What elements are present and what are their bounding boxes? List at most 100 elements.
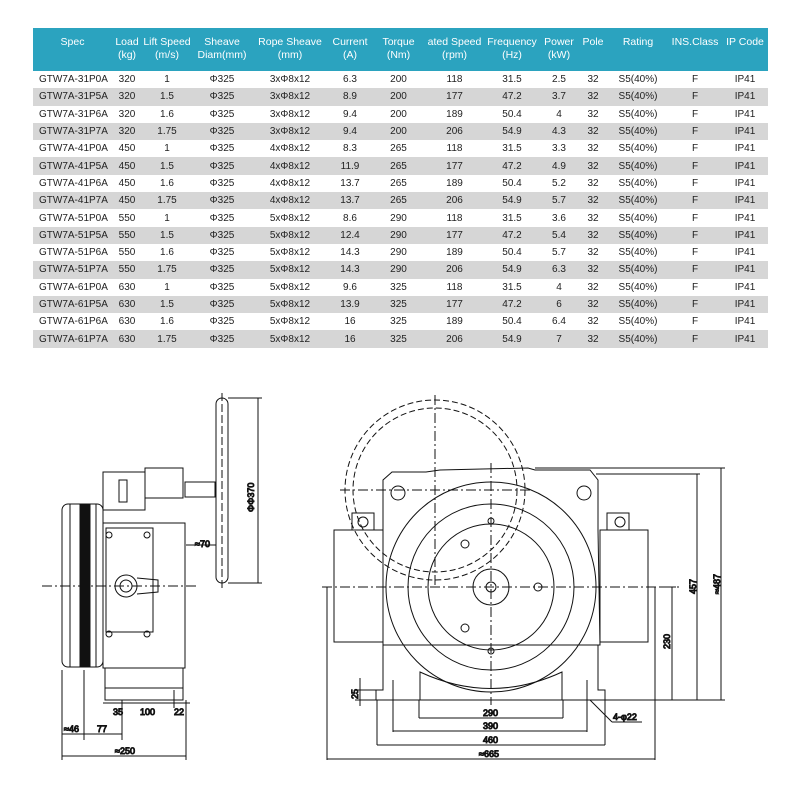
table-cell: 189	[446, 177, 463, 189]
table-cell: 320	[118, 74, 136, 86]
table-cell: 54.9	[502, 195, 522, 207]
table-cell: 1.75	[157, 126, 177, 138]
table-cell: GTW7A-61P7A	[39, 333, 108, 345]
column-header-unit: (m/s)	[155, 49, 179, 61]
column-header: IP Code	[722, 28, 768, 71]
column-header-label: Torque	[382, 36, 415, 48]
table-cell: 6.3	[343, 74, 357, 86]
side-dim-22: 22	[174, 707, 184, 717]
column-header-label: Rope Sheave	[258, 36, 322, 48]
table-cell: 1.75	[157, 333, 177, 345]
table-cell: 5xΦ8x12	[269, 229, 311, 241]
table-cell: 32	[587, 195, 599, 207]
table-cell: 13.7	[340, 177, 360, 189]
table-cell: 200	[390, 108, 407, 120]
table-cell: 320	[118, 108, 136, 120]
table-cell: GTW7A-61P6A	[39, 316, 108, 328]
side-dim-35: 35	[113, 707, 123, 717]
table-cell: Φ325	[209, 177, 235, 189]
column-header: INS.Class	[668, 28, 722, 71]
table-cell: 3.7	[552, 91, 566, 103]
table-cell: 265	[390, 160, 407, 172]
table-cell: Φ325	[209, 74, 235, 86]
table-row: GTW7A-31P0A 320 1 Φ325 3xΦ8x12 6.3 200 118 31.5 2…	[33, 71, 768, 88]
table-cell: 54.9	[502, 126, 522, 138]
side-dim-46: ≈46	[64, 724, 79, 734]
column-header-label: IP Code	[726, 36, 764, 48]
column-header-unit: (Hz)	[502, 49, 522, 61]
table-row: GTW7A-61P6A 630 1.6 Φ325 5xΦ8x12 16 325 189 50.4…	[33, 313, 768, 330]
table-cell: 206	[446, 333, 463, 345]
column-header-unit: (A)	[343, 49, 357, 61]
table-cell: 5.4	[552, 229, 566, 241]
table-cell: 32	[587, 212, 599, 224]
table-cell: F	[691, 195, 699, 207]
table-cell: 9.4	[343, 108, 357, 120]
column-header-unit: Diam(mm)	[197, 49, 247, 61]
table-row: GTW7A-61P7A 630 1.75 Φ325 5xΦ8x12 16 325 206 54.…	[33, 330, 768, 348]
table-cell: IP41	[734, 160, 756, 172]
table-cell: S5(40%)	[618, 108, 658, 120]
table-cell: 4xΦ8x12	[269, 143, 311, 155]
table-cell: F	[691, 177, 699, 189]
table-row: GTW7A-51P7A 550 1.75 Φ325 5xΦ8x12 14.3 290 206 5…	[33, 261, 768, 279]
front-dim-230: 230	[662, 634, 672, 649]
table-cell: 1	[164, 212, 170, 224]
table-row: GTW7A-41P7A 450 1.75 Φ325 4xΦ8x12 13.7 265 206 5…	[33, 192, 768, 210]
table-cell: 3xΦ8x12	[269, 91, 311, 103]
table-row: GTW7A-51P6A 550 1.6 Φ325 5xΦ8x12 14.3 290 189 50…	[33, 244, 768, 261]
front-holes-label: 4-φ22	[613, 712, 637, 722]
table-cell: GTW7A-41P6A	[39, 177, 108, 189]
table-cell: 13.7	[340, 195, 360, 207]
table-cell: 1.75	[157, 264, 177, 276]
table-cell: 32	[587, 229, 599, 241]
table-cell: S5(40%)	[618, 195, 658, 207]
table-cell: 450	[118, 160, 136, 172]
table-cell: GTW7A-51P5A	[39, 229, 108, 241]
table-cell: 12.4	[340, 229, 360, 241]
table-cell: 5.7	[552, 195, 566, 207]
table-cell: 550	[118, 247, 136, 259]
column-header-label: Load	[115, 36, 139, 48]
table-cell: S5(40%)	[618, 126, 658, 138]
column-header: Lift Speed (m/s)	[142, 28, 192, 71]
column-header-unit: (rpm)	[441, 49, 468, 61]
table-cell: 32	[587, 333, 599, 345]
column-header-label: Frequency	[487, 36, 537, 48]
table-cell: Φ325	[209, 264, 235, 276]
table-cell: F	[691, 281, 699, 293]
table-cell: 1.6	[160, 177, 174, 189]
table-cell: 550	[118, 229, 136, 241]
column-header-label: Sheave	[204, 36, 240, 48]
table-cell: S5(40%)	[618, 299, 658, 310]
table-cell: 325	[390, 333, 407, 345]
table-cell: 32	[587, 160, 599, 172]
table-cell: 5xΦ8x12	[269, 281, 311, 293]
side-dim-100: 100	[140, 707, 155, 717]
table-cell: 3.3	[552, 143, 566, 155]
front-dim-487: ≈487	[712, 574, 722, 594]
table-cell: F	[691, 299, 699, 310]
table-cell: GTW7A-61P0A	[39, 281, 108, 293]
table-cell: F	[691, 316, 699, 328]
table-cell: 32	[587, 299, 599, 310]
table-cell: 31.5	[502, 212, 522, 224]
table-cell: 32	[587, 281, 599, 293]
table-cell: 50.4	[502, 316, 522, 328]
front-dim-390: 390	[483, 721, 498, 731]
table-cell: 4	[556, 281, 562, 293]
table-cell: 118	[446, 281, 463, 293]
table-cell: S5(40%)	[618, 160, 658, 172]
table-cell: 47.2	[502, 299, 522, 310]
table-cell: 290	[390, 247, 407, 259]
table-cell: 450	[118, 195, 136, 207]
table-cell: Φ325	[209, 143, 235, 155]
table-cell: 325	[390, 281, 407, 293]
column-header-unit: (mm)	[277, 49, 303, 61]
table-cell: Φ325	[209, 126, 235, 138]
table-cell: 290	[390, 212, 407, 224]
table-cell: GTW7A-41P5A	[39, 160, 108, 172]
table-cell: 320	[118, 91, 136, 103]
table-cell: 265	[390, 195, 407, 207]
table-cell: 325	[390, 299, 407, 310]
